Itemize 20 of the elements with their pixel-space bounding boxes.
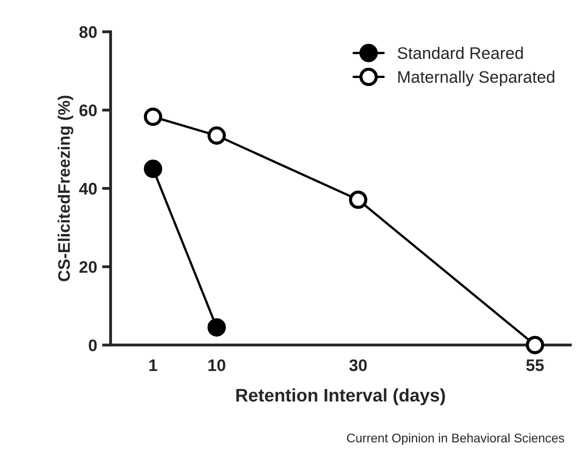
y-tick-label: 40 (79, 182, 97, 195)
legend-label: Maternally Separated (398, 70, 554, 86)
y-tick-label: 80 (79, 26, 97, 38)
x-tick-label: 30 (349, 359, 367, 372)
x-tick-label: 10 (208, 359, 226, 372)
x-axis-title: Retention Interval (days) (236, 388, 445, 406)
text: Current Opinion in Behavioral Sciences (347, 433, 564, 445)
x-tick-label: 1 (149, 360, 158, 372)
y-tick-label: 0 (88, 339, 97, 352)
y-tick-label: 60 (79, 104, 97, 116)
point (208, 318, 226, 337)
y-axis-title: CS-ElicitedFreezing (%) (58, 96, 74, 282)
point (144, 108, 162, 126)
point (526, 336, 544, 354)
y-tick-label: 20 (79, 261, 97, 273)
x-tick-label: 55 (526, 360, 544, 372)
point (144, 160, 162, 178)
point (208, 126, 226, 145)
legend-label: Standard Reared (398, 46, 523, 60)
point (348, 190, 368, 209)
